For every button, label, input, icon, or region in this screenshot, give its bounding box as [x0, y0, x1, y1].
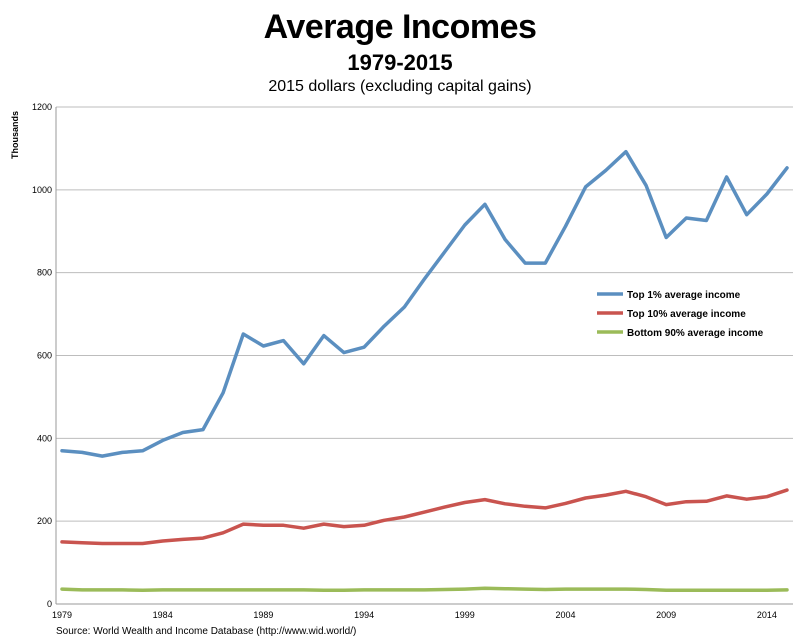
- legend: Top 1% average income Top 10% average inc…: [597, 290, 764, 339]
- x-tick-label: 1994: [354, 610, 374, 620]
- chart-units-subtitle: 2015 dollars (excluding capital gains): [268, 78, 532, 95]
- y-tick-label: 1200: [32, 102, 52, 112]
- y-tick-label: 400: [37, 433, 52, 443]
- y-axis-label: Thousands: [10, 111, 20, 159]
- series-line-3: [60, 586, 789, 593]
- x-tick-label: 2014: [757, 610, 777, 620]
- y-tick-label: 0: [47, 599, 52, 609]
- series-line-1: [60, 149, 789, 458]
- y-tick-label: 800: [37, 268, 52, 278]
- y-tick-label: 600: [37, 351, 52, 361]
- axis-layer: 0 200 400 600 800 1000 1200 1979 1984 1989 1994 199…: [32, 102, 777, 620]
- legend-label-2: Top 10% average income: [627, 309, 746, 320]
- legend-label-3: Bottom 90% average income: [627, 328, 764, 339]
- y-tick-label: 1000: [32, 185, 52, 195]
- x-tick-label: 2009: [656, 610, 676, 620]
- x-tick-label: 1984: [153, 610, 173, 620]
- y-tick-label: 200: [37, 516, 52, 526]
- chart-title: Average Incomes: [263, 8, 537, 46]
- x-tick-label: 1989: [253, 610, 273, 620]
- series-layer: [60, 149, 789, 593]
- x-tick-label: 2004: [555, 610, 575, 620]
- source-note: Source: World Wealth and Income Database…: [56, 626, 357, 637]
- grid-layer: [56, 106, 793, 605]
- x-tick-label: 1999: [455, 610, 475, 620]
- chart-subtitle: 1979-2015: [347, 50, 453, 75]
- series-line-2: [60, 488, 789, 546]
- x-tick-label: 1979: [52, 610, 72, 620]
- legend-label-1: Top 1% average income: [627, 290, 741, 301]
